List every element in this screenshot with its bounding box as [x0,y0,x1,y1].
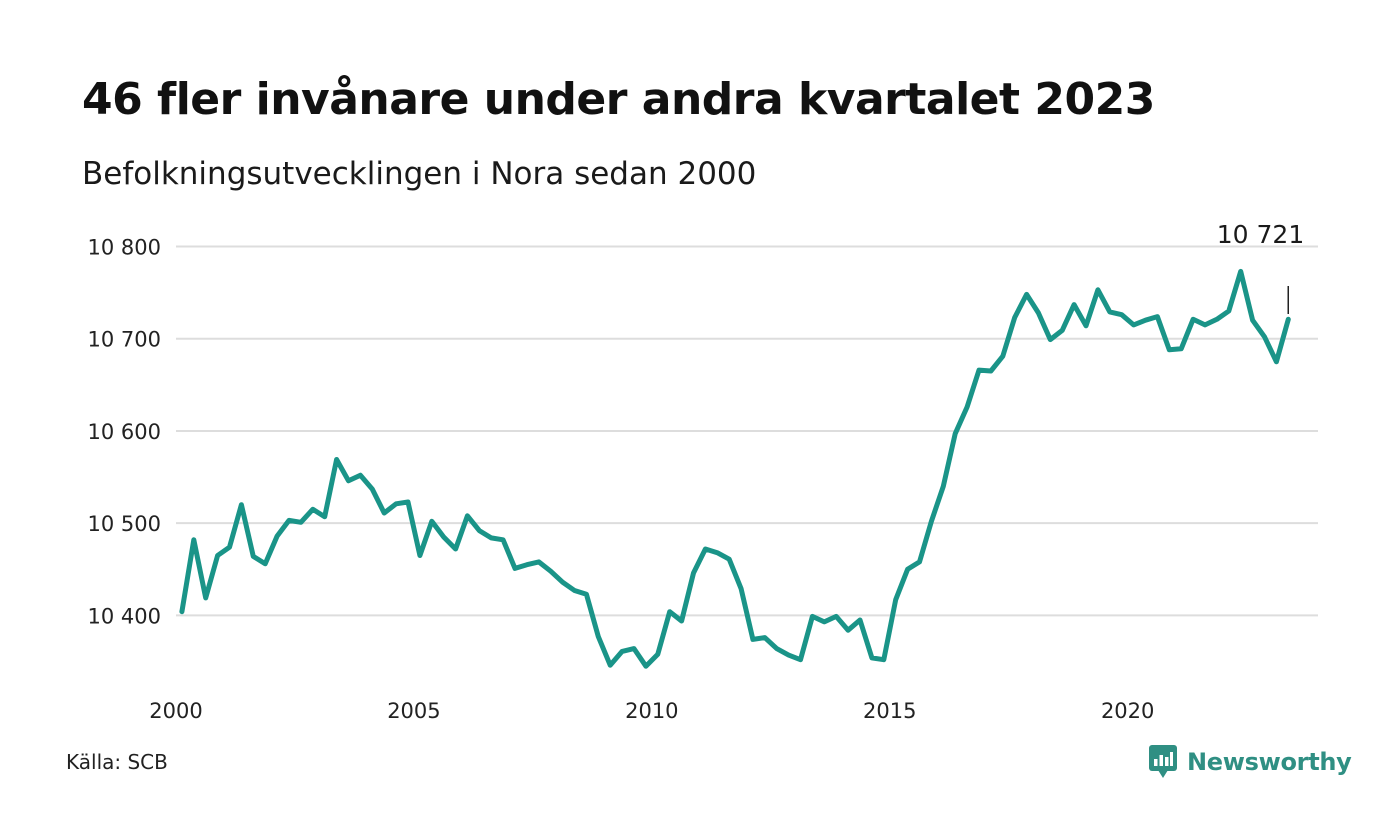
x-tick-label: 2015 [863,699,916,723]
x-tick-label: 2010 [625,699,678,723]
y-tick-label: 10 700 [88,328,161,352]
grid-lines [176,245,1318,617]
y-tick-label: 10 400 [88,604,161,628]
x-tick-label: 2020 [1101,699,1154,723]
newsworthy-logo-icon [1149,745,1177,778]
y-tick-label: 10 800 [88,235,161,259]
annotation-label: 10 721 [1217,220,1304,249]
brand-logo[interactable]: Newsworthy [1148,744,1352,780]
series-line [179,268,1291,669]
x-tick-label: 2000 [149,699,202,723]
y-axis-ticks: 10 400 10 500 10 600 10 700 10 800 [88,235,161,628]
y-tick-label: 10 500 [88,512,161,536]
chart-subtitle: Befolkningsutvecklingen i Nora sedan 200… [82,156,757,192]
x-tick-label: 2005 [387,699,440,723]
annotation-layer: 10 721 [1217,220,1304,314]
x-axis-ticks: 2000 2005 2010 2015 2020 [149,699,1154,723]
series-layer [179,268,1291,669]
brand-name: Newsworthy [1187,748,1352,776]
chart-title: 46 fler invånare under andra kvartalet 2… [82,74,1155,125]
source-label: Källa: SCB [66,750,168,774]
y-tick-label: 10 600 [88,420,161,444]
